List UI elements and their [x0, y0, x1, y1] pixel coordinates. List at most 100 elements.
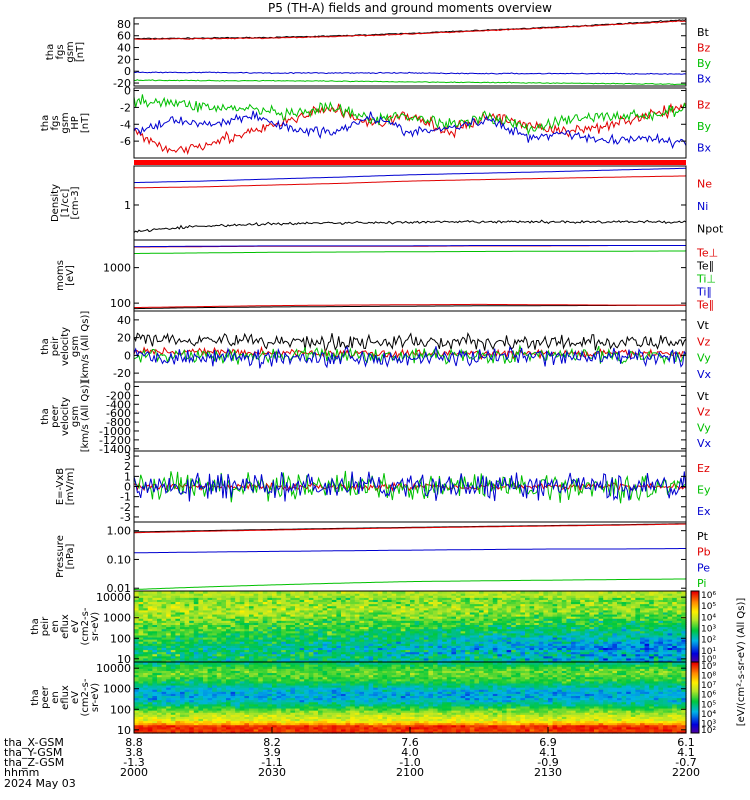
series-fgs-0 — [133, 18, 687, 40]
footer-value-3-2: 2100 — [396, 766, 424, 779]
legend-velocity-3: Vx — [697, 368, 712, 381]
quality-flag-bar — [134, 160, 686, 165]
ylabel-efield: E=-VxB[mV/m] — [55, 468, 76, 506]
legend-fgs_hp-2: Bx — [697, 141, 712, 154]
panel-frame-fgs_hp — [133, 87, 687, 159]
ytick-label-velocity_peer-0: -1400 — [99, 443, 131, 456]
ytick-label-pressure-1: 0.10 — [107, 553, 132, 566]
footer-label-2: tha_Z-GSM — [4, 756, 64, 769]
ytick-label-fgs-4: 60 — [117, 30, 131, 43]
ytick-label-peer_en-2: 1000 — [103, 683, 131, 696]
footer: tha_X-GSM 8.8 8.2 7.6 6.9 6.1 tha_Y-GSM 3.8 3.9 4… — [4, 727, 700, 790]
legend-moms-2: Ti⊥ — [696, 273, 716, 286]
footer-value-1-0: 3.8 — [125, 746, 143, 759]
heatmap-peir_en — [134, 591, 687, 663]
ytick-label-peir_en-2: 1000 — [103, 612, 131, 625]
footer-label-3: hhmm — [4, 766, 39, 779]
colorbar-label-1-1: 10⁸ — [701, 672, 716, 682]
ytick-label-peer_en-1: 100 — [110, 703, 131, 716]
panel-velocity_peer: -1400-1200-1000-800-600-400-2000 thapeerv… — [40, 380, 712, 455]
footer-value-2-0: -1.3 — [123, 756, 144, 769]
ytick-label-fgs-1: 0 — [124, 65, 131, 78]
colorbar-label-1-0: 10⁹ — [701, 662, 716, 672]
colorbar-label-1-4: 10⁵ — [701, 700, 716, 710]
footer-date: 2024 May 03 — [4, 777, 76, 790]
legend-efield-0: Ez — [697, 462, 710, 475]
footer-value-0-2: 7.6 — [401, 736, 419, 749]
ytick-label-fgs_hp-1: -4 — [120, 118, 131, 131]
ylabel-density: Density[1/cc][cm-3] — [50, 184, 81, 222]
colorbar-frame-1 — [690, 661, 700, 734]
ylabel-pressure: Pressure[nPa] — [55, 535, 76, 578]
ytick-label-fgs_hp-0: -6 — [120, 135, 131, 148]
legend-density-2: Npot — [697, 223, 724, 236]
panel-frame-moms — [133, 239, 687, 312]
colorbar-label-0-3: 10³ — [701, 625, 716, 635]
legend-fgs-3: Bx — [697, 72, 712, 85]
footer-value-2-2: -1.0 — [399, 756, 420, 769]
colorbar-label-1-7: 10² — [701, 726, 716, 736]
legend-velocity_peer-0: Vt — [697, 390, 710, 403]
ytick-label-velocity_peer-7: 0 — [124, 380, 131, 393]
footer-value-3-0: 2000 — [120, 766, 148, 779]
panel-pressure: 0.01 0.10 1.00 Pressure[nPa] Pt Pb Pe Pi — [55, 521, 711, 595]
legend-velocity_peer-1: Vz — [697, 406, 711, 419]
panels: -20020406080thafgsgsm[nT]BtBzByBx-6-4-20… — [30, 17, 747, 737]
ytick-label-velocity-2: 20 — [117, 332, 131, 345]
footer-value-0-0: 8.8 — [125, 736, 143, 749]
colorbar-label-0-1: 10⁵ — [701, 602, 716, 612]
legend-efield-2: Ex — [697, 505, 711, 518]
legend-fgs-0: Bt — [697, 26, 710, 39]
legend-fgs_hp-1: By — [697, 120, 712, 133]
ytick-label-velocity-1: 0 — [124, 349, 131, 362]
series-fgs_hp-2 — [133, 110, 687, 150]
series-moms-4 — [133, 303, 686, 309]
ytick-label-pressure-0: 0.01 — [107, 582, 132, 595]
legend-moms-1: Te∥ — [696, 260, 714, 273]
ylabel-moms: moms[eV] — [55, 260, 76, 291]
ytick-label-velocity-3: 40 — [117, 314, 131, 327]
legend-velocity_peer-2: Vy — [697, 421, 711, 434]
footer-value-1-2: 4.0 — [401, 746, 419, 759]
footer-value-1-1: 3.9 — [263, 746, 281, 759]
legend-moms-0: Te⊥ — [696, 247, 718, 260]
legend-pressure-2: Pe — [697, 561, 710, 574]
series-density-2 — [133, 219, 687, 233]
ytick-label-moms-0: 100 — [110, 297, 131, 310]
footer-value-0-1: 8.2 — [263, 736, 281, 749]
figure-title: P5 (TH-A) fields and ground moments over… — [268, 1, 552, 15]
series-fgs-2 — [133, 79, 687, 86]
panel-velocity: -20 0 20 40 thapeirvelocitygsm[km/s (All Qs)… — [40, 310, 712, 383]
colorbar-label-0-6: 10⁰ — [701, 655, 716, 665]
legend-fgs_hp-0: Bz — [697, 99, 711, 112]
footer-value-0-3: 6.9 — [539, 736, 557, 749]
legend-pressure-1: Pb — [697, 546, 711, 559]
series-pressure-2 — [134, 548, 686, 554]
ytick-label-peer_en-0: 10 — [117, 724, 131, 737]
panel-frame-fgs — [133, 17, 687, 87]
ytick-label-moms-1: 1000 — [103, 262, 131, 275]
footer-value-2-4: -0.7 — [675, 756, 696, 769]
panel-fgs_hp: -6 -4 -2 0 thafgsgsmHP[nT] Bz By Bx — [40, 85, 712, 159]
ytick-label-velocity-0: -20 — [113, 367, 131, 380]
ytick-label-fgs-0: -20 — [113, 77, 131, 90]
series-velocity-3 — [133, 345, 687, 369]
colorbar-label-0-2: 10⁴ — [701, 613, 716, 623]
ytick-label-efield-3: 0 — [124, 481, 131, 494]
ytick-label-velocity_peer-1: -1200 — [99, 434, 131, 447]
colorbar-unit: [eV/(cm²-s-sr-eV) (All Qs)] — [736, 598, 747, 727]
colorbar-label-1-3: 10⁶ — [701, 691, 716, 701]
footer-value-2-3: -0.9 — [537, 756, 558, 769]
legend-velocity-0: Vt — [697, 319, 710, 332]
panel-frame-velocity_peer — [133, 381, 687, 452]
legend-velocity-1: Vz — [697, 335, 711, 348]
ytick-label-efield-0: -3 — [120, 511, 131, 524]
ytick-label-efield-1: -2 — [120, 501, 131, 514]
footer-value-1-4: 4.1 — [677, 746, 695, 759]
ylabel-fgs_hp: thafgsgsmHP[nT] — [40, 112, 91, 133]
panel-peer_en: 10 100 1000 10000 thapeerenefluxeV(cm2-s-sr-… — [30, 661, 687, 737]
ytick-label-peir_en-0: 10 — [117, 653, 131, 666]
legend-efield-1: Ey — [697, 484, 711, 497]
